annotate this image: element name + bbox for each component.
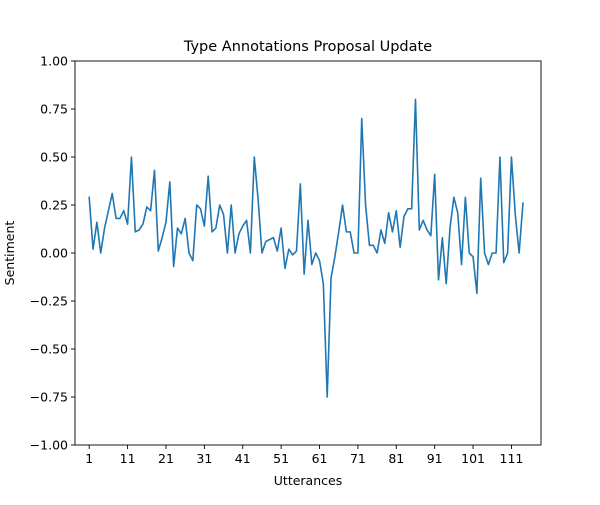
x-tick-label: 71 <box>350 451 366 466</box>
x-tick-label: 91 <box>427 451 443 466</box>
sentiment-series-line <box>88 98 524 398</box>
x-tick-label: 1 <box>85 451 93 466</box>
x-tick-label: 21 <box>158 451 174 466</box>
x-tick-label: 41 <box>235 451 251 466</box>
x-tick-label: 111 <box>500 451 524 466</box>
y-tick-label: −0.25 <box>30 294 68 309</box>
x-tick-label: 11 <box>120 451 136 466</box>
y-tick-label: 0.50 <box>40 150 68 165</box>
y-tick-label: −1.00 <box>30 438 68 453</box>
y-tick-label: −0.75 <box>30 390 68 405</box>
x-tick-label: 101 <box>461 451 485 466</box>
y-tick-label: 0.00 <box>40 246 68 261</box>
y-tick-label: 0.75 <box>40 102 68 117</box>
y-axis-label: Sentiment <box>2 221 17 286</box>
x-tick-label: 31 <box>196 451 212 466</box>
plot-frame <box>74 60 542 446</box>
y-tick-label: −0.50 <box>30 342 68 357</box>
y-tick-label: 1.00 <box>40 54 68 69</box>
chart-title: Type Annotations Proposal Update <box>183 39 432 55</box>
x-tick-label: 51 <box>273 451 289 466</box>
y-tick-label: 0.25 <box>40 198 68 213</box>
ticks-layer: 1 11 21 31 41 51 61 71 81 91 101 111−1.00−0.75−0.50… <box>30 54 524 467</box>
x-tick-label: 61 <box>312 451 328 466</box>
x-axis-label: Utterances <box>274 473 342 488</box>
x-tick-label: 81 <box>388 451 404 466</box>
